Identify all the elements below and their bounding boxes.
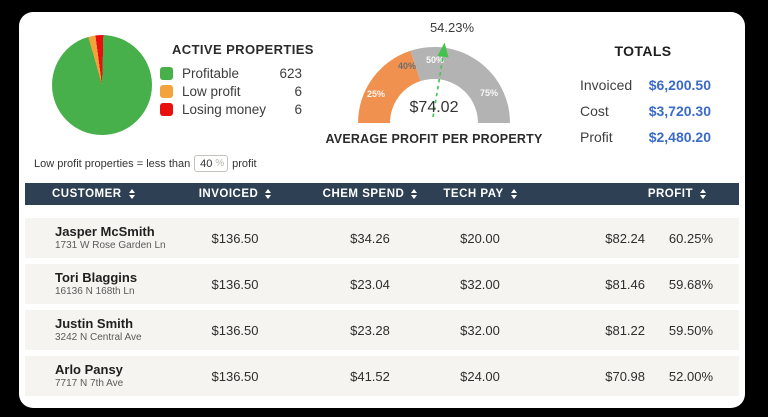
profit-pct-cell: 59.50%: [668, 322, 713, 338]
chem-spend-cell: $23.04: [350, 276, 390, 292]
tech-pay-cell: $20.00: [460, 230, 500, 246]
legend-value: 623: [279, 65, 302, 81]
low-profit-color-swatch: [160, 84, 173, 98]
threshold-note-suffix: profit: [232, 157, 257, 170]
table-header-row: CUSTOMER INVOICED CHEM SPEND TECH PAY: [25, 183, 739, 205]
dashboard-card: ACTIVE PROPERTIES Profitable 623 Low pro…: [19, 12, 745, 408]
customers-table: CUSTOMER INVOICED CHEM SPEND TECH PAY: [25, 183, 739, 402]
threshold-input[interactable]: [198, 157, 215, 170]
percent-suffix: %: [215, 158, 225, 169]
customer-cell: Tori Blaggins 16136 N 168th Ln: [25, 270, 175, 299]
sort-icon[interactable]: [128, 189, 135, 199]
gauge-tick-40: 40%: [398, 61, 416, 71]
tech-pay-cell: $32.00: [460, 276, 500, 292]
legend-item-profitable: Profitable 623: [160, 65, 302, 81]
threshold-input-box[interactable]: %: [194, 155, 229, 172]
totals-label: Profit: [580, 129, 613, 145]
header-customer[interactable]: CUSTOMER: [25, 188, 175, 200]
header-profit[interactable]: PROFIT: [515, 188, 720, 200]
tech-pay-cell: $24.00: [460, 368, 500, 384]
customer-cell: Arlo Pansy 7717 N 7th Ave: [25, 362, 175, 391]
customer-address: 1731 W Rose Garden Ln: [55, 240, 166, 252]
low-profit-threshold-note: Low profit properties = less than % prof…: [34, 155, 257, 172]
totals-value: $2,480.20: [648, 129, 711, 145]
legend-value: 6: [294, 83, 302, 99]
totals-title: TOTALS: [614, 43, 672, 59]
gauge-dollar-value: $74.02: [409, 99, 459, 116]
table-row: Arlo Pansy 7717 N 7th Ave $136.50 $41.52…: [25, 356, 739, 396]
legend-label: Losing money: [182, 101, 267, 117]
header-tech-pay[interactable]: TECH PAY: [443, 188, 517, 200]
totals-row-cost: Cost $3,720.30: [569, 98, 717, 124]
header-label: CHEM SPEND: [322, 188, 405, 200]
gauge-tick-25: 25%: [367, 89, 385, 99]
customer-address: 7717 N 7th Ave: [55, 378, 124, 390]
legend-item-low-profit: Low profit 6: [160, 83, 302, 99]
gauge-needle-arrow-icon: [437, 42, 449, 58]
legend-label: Low profit: [182, 83, 241, 99]
profit-cell: $81.22: [605, 322, 645, 338]
pie-legend: ACTIVE PROPERTIES Profitable 623 Low pro…: [160, 42, 314, 119]
sort-icon[interactable]: [411, 189, 418, 199]
tech-pay-cell: $32.00: [460, 322, 500, 338]
losing-money-color-swatch: [160, 102, 173, 116]
invoiced-cell: $136.50: [211, 322, 259, 338]
profit-cell: $70.98: [605, 368, 645, 384]
totals-row-invoiced: Invoiced $6,200.50: [569, 72, 717, 98]
average-profit-gauge: 54.23% 25% 40% 50% 75% $74.02 AVERAGE PR…: [324, 20, 544, 146]
header-label: CUSTOMER: [52, 188, 122, 200]
profit-cell: $81.46: [605, 276, 645, 292]
sort-icon[interactable]: [265, 189, 272, 199]
legend-value: 6: [294, 101, 302, 117]
customer-cell: Jasper McSmith 1731 W Rose Garden Ln: [25, 224, 175, 253]
customer-address: 16136 N 168th Ln: [55, 286, 135, 298]
profit-pct-cell: 60.25%: [668, 230, 713, 246]
legend-label: Profitable: [182, 65, 240, 81]
gauge-tick-75: 75%: [480, 88, 498, 98]
invoiced-cell: $136.50: [211, 230, 259, 246]
table-row: Jasper McSmith 1731 W Rose Garden Ln $13…: [25, 218, 739, 258]
gauge-tick-50: 50%: [426, 55, 444, 65]
sort-icon[interactable]: [700, 189, 706, 199]
customer-name: Tori Blaggins: [55, 269, 138, 285]
gauge-chart: 25% 40% 50% 75%: [358, 42, 510, 123]
header-label: INVOICED: [198, 188, 259, 200]
customer-name: Jasper McSmith: [55, 223, 155, 239]
table-row: Tori Blaggins 16136 N 168th Ln $136.50 $…: [25, 264, 739, 304]
customer-name: Justin Smith: [55, 315, 134, 331]
active-properties-pie-chart: [52, 35, 152, 135]
invoiced-cell: $136.50: [211, 368, 259, 384]
profitable-color-swatch: [160, 66, 173, 80]
profit-pct-cell: 59.68%: [668, 276, 713, 292]
totals-panel: TOTALS Invoiced $6,200.50 Cost $3,720.30…: [569, 43, 717, 150]
totals-label: Invoiced: [580, 77, 633, 93]
customer-name: Arlo Pansy: [55, 361, 123, 377]
gauge-orange-zone: [358, 50, 421, 123]
profit-pct-cell: 52.00%: [668, 368, 713, 384]
header-chem-spend[interactable]: CHEM SPEND: [295, 188, 445, 200]
table-row: Justin Smith 3242 N Central Ave $136.50 …: [25, 310, 739, 350]
totals-value: $3,720.30: [648, 103, 711, 119]
threshold-note-prefix: Low profit properties = less than: [34, 157, 191, 170]
header-invoiced[interactable]: INVOICED: [175, 188, 295, 200]
chem-spend-cell: $41.52: [350, 368, 390, 384]
totals-label: Cost: [580, 103, 609, 119]
customer-cell: Justin Smith 3242 N Central Ave: [25, 316, 175, 345]
gauge-gray-zone: [410, 46, 510, 123]
gauge-title: AVERAGE PROFIT PER PROPERTY: [325, 132, 543, 146]
profit-cell: $82.24: [605, 230, 645, 246]
gauge-pointer-value: 54.23%: [429, 20, 475, 35]
totals-value: $6,200.50: [648, 77, 711, 93]
header-label: PROFIT: [647, 188, 693, 200]
pie-legend-title: ACTIVE PROPERTIES: [172, 42, 314, 57]
chem-spend-cell: $23.28: [350, 322, 390, 338]
sort-icon[interactable]: [510, 189, 517, 199]
header-label: TECH PAY: [443, 188, 504, 200]
invoiced-cell: $136.50: [211, 276, 259, 292]
chem-spend-cell: $34.26: [350, 230, 390, 246]
totals-row-profit: Profit $2,480.20: [569, 124, 717, 150]
legend-item-losing-money: Losing money 6: [160, 101, 302, 117]
customer-address: 3242 N Central Ave: [55, 332, 142, 344]
